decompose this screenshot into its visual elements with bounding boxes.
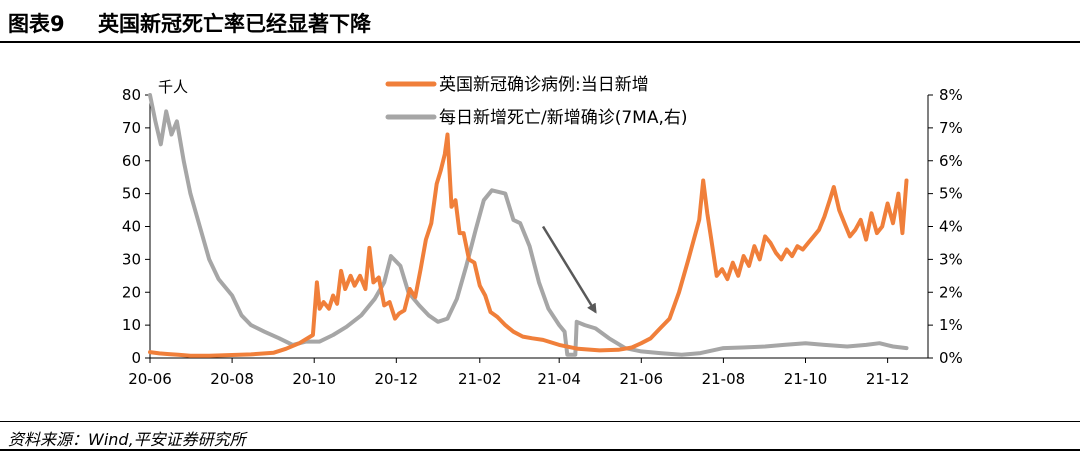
annotation-layer	[541, 225, 597, 314]
x-tick-label: 21-06	[620, 370, 664, 388]
legend-item-daily-cases: 英国新冠确诊病例:当日新增	[385, 75, 649, 95]
daily-cases-line	[148, 132, 909, 358]
footer-rule	[0, 421, 1080, 422]
right-tick-label: 2%	[939, 283, 963, 301]
x-tick-label: 20-10	[292, 370, 336, 388]
x-tick-label: 21-12	[866, 370, 910, 388]
right-tick-label: 7%	[939, 119, 963, 137]
legend-item-death-ratio: 每日新增死亡/新增确诊(7MA,右)	[385, 108, 688, 128]
source-note: 资料来源：Wind,平安证券研究所	[8, 430, 246, 449]
header-rule	[0, 41, 1080, 43]
footer-bottom-rule	[0, 449, 1080, 451]
x-tick-label: 21-02	[458, 370, 502, 388]
left-tick-label: 80	[122, 86, 141, 104]
left-tick-label: 40	[122, 218, 141, 236]
x-tick-label: 20-12	[375, 370, 419, 388]
death-ratio-line	[148, 93, 909, 357]
figure-number: 图表9	[8, 12, 65, 36]
right-tick-label: 3%	[939, 250, 963, 268]
left-tick-label: 70	[122, 119, 141, 137]
legend-label: 每日新增死亡/新增确诊(7MA,右)	[439, 108, 688, 128]
figure-header: 图表9 英国新冠死亡率已经显著下降	[0, 0, 1080, 43]
x-tick-label: 21-04	[537, 370, 581, 388]
x-tick-label: 20-06	[128, 370, 172, 388]
series-layer	[148, 93, 909, 358]
left-axis-unit-label: 千人	[158, 78, 188, 96]
left-tick-label: 30	[122, 250, 141, 268]
x-tick-label: 21-10	[784, 370, 828, 388]
left-tick-label: 0	[131, 349, 141, 367]
left-tick-label: 60	[122, 152, 141, 170]
right-tick-label: 0%	[939, 349, 963, 367]
trend-arrow	[541, 225, 597, 314]
left-tick-label: 20	[122, 283, 141, 301]
figure-title: 英国新冠死亡率已经显著下降	[98, 12, 371, 36]
axes-layer: 0 10 20 30 40 50 60 70 80 0% 1% 2% 3% 4% 5% 6% 7% 8% 20-06…	[122, 78, 963, 388]
right-tick-label: 5%	[939, 185, 963, 203]
x-tick-label: 20-08	[210, 370, 254, 388]
left-tick-label: 50	[122, 185, 141, 203]
right-tick-label: 8%	[939, 86, 963, 104]
left-tick-label: 10	[122, 316, 141, 334]
right-tick-label: 6%	[939, 152, 963, 170]
right-tick-label: 4%	[939, 218, 963, 236]
x-tick-label: 21-08	[702, 370, 746, 388]
right-tick-label: 1%	[939, 316, 963, 334]
legend-label: 英国新冠确诊病例:当日新增	[439, 75, 649, 95]
dual-axis-line-chart: 0 10 20 30 40 50 60 70 80 0% 1% 2% 3% 4% 5% 6% 7% 8% 20-06…	[122, 75, 963, 388]
